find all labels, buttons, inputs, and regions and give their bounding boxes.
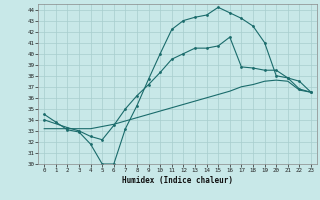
X-axis label: Humidex (Indice chaleur): Humidex (Indice chaleur) bbox=[122, 176, 233, 185]
